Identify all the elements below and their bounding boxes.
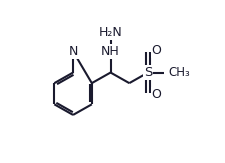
Text: O: O [151,88,161,101]
Text: S: S [143,66,152,79]
Text: CH₃: CH₃ [168,66,189,79]
Text: O: O [151,44,161,57]
Text: NH: NH [101,45,119,58]
Text: H₂N: H₂N [98,26,122,39]
Text: N: N [68,45,77,58]
